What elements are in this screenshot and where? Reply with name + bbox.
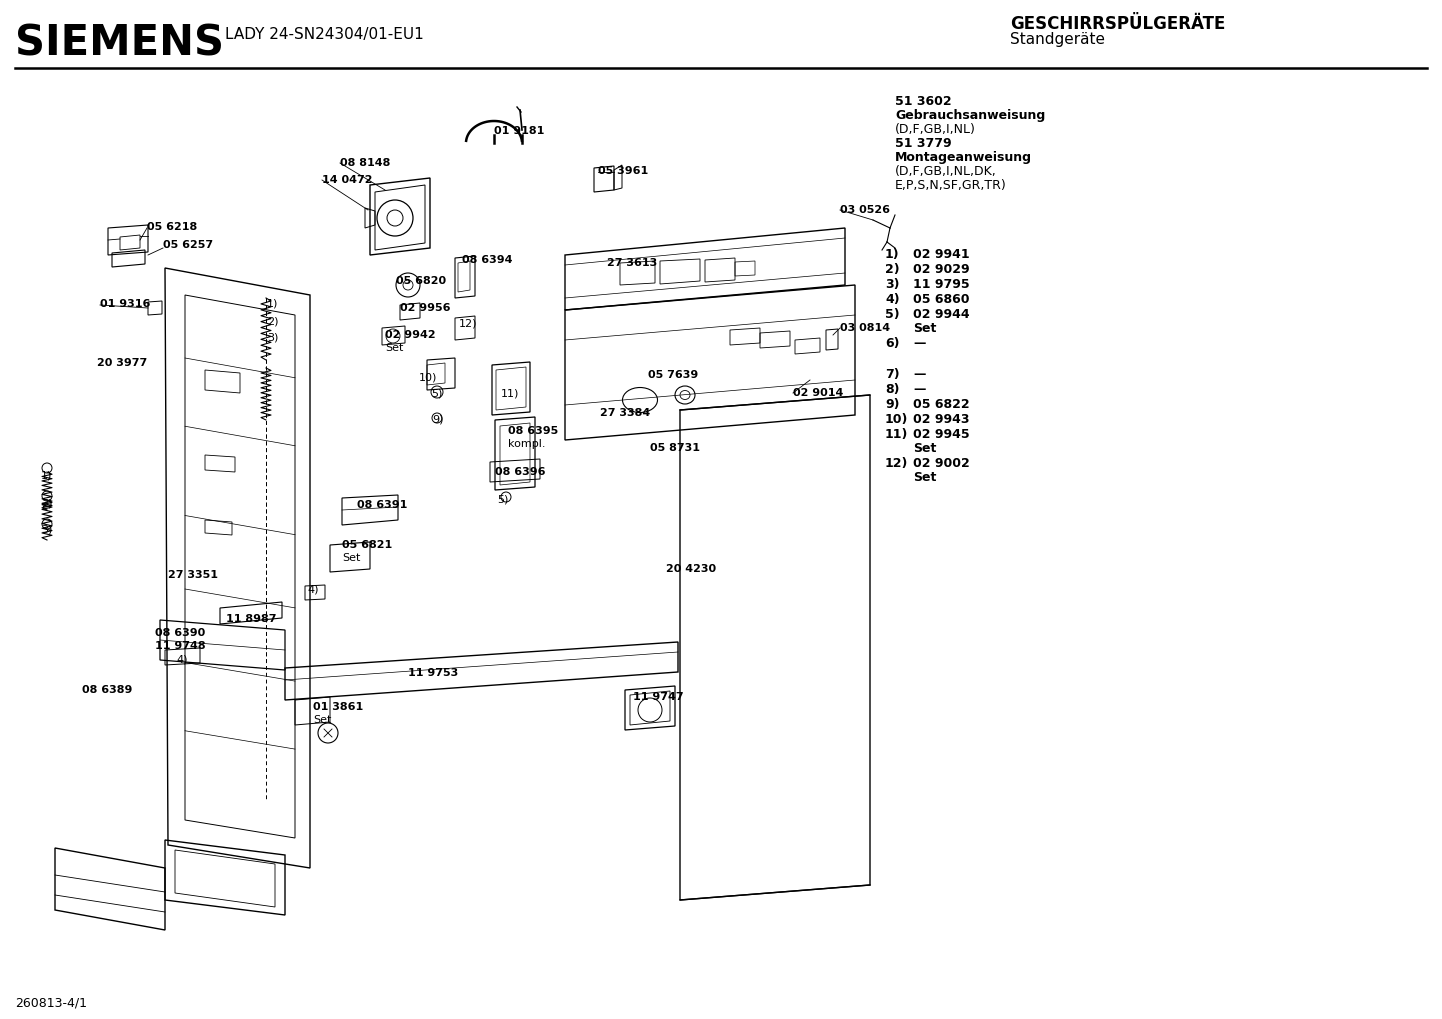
Text: 01 9316: 01 9316: [99, 299, 150, 309]
Text: 4): 4): [176, 654, 187, 664]
Text: 5): 5): [497, 495, 509, 505]
Text: 02 9945: 02 9945: [913, 428, 969, 441]
Text: 02 9029: 02 9029: [913, 263, 969, 276]
Text: 14 0472: 14 0472: [322, 175, 372, 185]
Text: 11 9795: 11 9795: [913, 278, 969, 291]
Text: 05 6822: 05 6822: [913, 398, 969, 411]
Text: 02 9002: 02 9002: [913, 457, 970, 470]
Text: 02 9944: 02 9944: [913, 308, 969, 321]
Text: 7): 7): [885, 368, 900, 381]
Text: 08 6395: 08 6395: [508, 426, 558, 436]
Text: 02 9956: 02 9956: [399, 303, 450, 313]
Text: 08 8148: 08 8148: [340, 158, 391, 168]
Text: 05 6860: 05 6860: [913, 293, 969, 306]
Text: 08 6396: 08 6396: [495, 467, 545, 477]
Text: 20 4230: 20 4230: [666, 564, 717, 574]
Text: 05 3961: 05 3961: [598, 166, 649, 176]
Text: —: —: [913, 368, 926, 381]
Text: 2): 2): [40, 498, 52, 508]
Text: 12): 12): [459, 319, 477, 329]
Text: 10): 10): [420, 372, 437, 382]
Text: 8): 8): [885, 383, 900, 396]
Text: 03 0814: 03 0814: [841, 323, 890, 333]
Text: 3): 3): [40, 524, 52, 534]
Text: 01 3861: 01 3861: [313, 702, 363, 712]
Text: 05 7639: 05 7639: [647, 370, 698, 380]
Text: E,P,S,N,SF,GR,TR): E,P,S,N,SF,GR,TR): [895, 179, 1007, 192]
Text: 11): 11): [885, 428, 908, 441]
Text: 03 0526: 03 0526: [841, 205, 890, 215]
Text: 2): 2): [267, 316, 278, 326]
Text: 05 6218: 05 6218: [147, 222, 198, 232]
Text: 6): 6): [885, 337, 900, 350]
Text: 01 9181: 01 9181: [495, 126, 545, 136]
Text: 05 6820: 05 6820: [397, 276, 446, 286]
Text: (D,F,GB,I,NL): (D,F,GB,I,NL): [895, 123, 976, 136]
Text: kompl.: kompl.: [508, 439, 545, 449]
Text: GESCHIRRSPÜLGERÄTE: GESCHIRRSPÜLGERÄTE: [1009, 15, 1226, 33]
Text: 05 6821: 05 6821: [342, 540, 392, 550]
Text: Set: Set: [913, 442, 936, 455]
Text: Set: Set: [913, 471, 936, 484]
Text: 08 6394: 08 6394: [461, 255, 512, 265]
Text: 02 9014: 02 9014: [793, 388, 844, 398]
Text: Set: Set: [385, 343, 404, 353]
Text: 08 6390: 08 6390: [154, 628, 205, 638]
Text: 1): 1): [885, 248, 900, 261]
Text: LADY 24-SN24304/01-EU1: LADY 24-SN24304/01-EU1: [225, 26, 424, 42]
Text: —: —: [913, 337, 926, 350]
Text: 05 8731: 05 8731: [650, 443, 699, 453]
Text: 27 3613: 27 3613: [607, 258, 658, 268]
Text: 20 3977: 20 3977: [97, 358, 147, 368]
Text: 11 9748: 11 9748: [154, 641, 206, 651]
Text: 4): 4): [885, 293, 900, 306]
Text: 11 8987: 11 8987: [226, 614, 277, 624]
Text: 12): 12): [885, 457, 908, 470]
Text: 11): 11): [500, 388, 519, 398]
Text: 51 3602: 51 3602: [895, 95, 952, 108]
Text: 5): 5): [431, 388, 443, 398]
Text: Standgeräte: Standgeräte: [1009, 32, 1105, 47]
Text: SIEMENS: SIEMENS: [14, 22, 224, 64]
Text: 11 9753: 11 9753: [408, 668, 459, 678]
Text: 11 9747: 11 9747: [633, 692, 684, 702]
Text: 1): 1): [40, 470, 52, 480]
Text: (D,F,GB,I,NL,DK,: (D,F,GB,I,NL,DK,: [895, 165, 996, 178]
Text: Set: Set: [313, 715, 332, 725]
Text: 08 6389: 08 6389: [82, 685, 133, 695]
Text: Set: Set: [342, 553, 360, 564]
Text: 51 3779: 51 3779: [895, 137, 952, 150]
Text: Set: Set: [913, 322, 936, 335]
Text: 3): 3): [267, 332, 278, 342]
Text: 27 3351: 27 3351: [169, 570, 218, 580]
Text: 1): 1): [267, 298, 278, 308]
Text: 10): 10): [885, 413, 908, 426]
Text: 05 6257: 05 6257: [163, 240, 213, 250]
Text: 4): 4): [307, 584, 319, 594]
Text: 9): 9): [885, 398, 900, 411]
Text: —: —: [913, 383, 926, 396]
Text: 3): 3): [885, 278, 900, 291]
Text: 02 9943: 02 9943: [913, 413, 969, 426]
Text: Montageanweisung: Montageanweisung: [895, 151, 1032, 164]
Text: 9): 9): [433, 415, 444, 425]
Text: 5): 5): [885, 308, 900, 321]
Text: Gebrauchsanweisung: Gebrauchsanweisung: [895, 109, 1045, 122]
Text: 260813-4/1: 260813-4/1: [14, 997, 87, 1010]
Text: 08 6391: 08 6391: [358, 500, 408, 510]
Text: 02 9942: 02 9942: [385, 330, 435, 340]
Text: 27 3384: 27 3384: [600, 408, 650, 418]
Text: 02 9941: 02 9941: [913, 248, 969, 261]
Text: 2): 2): [885, 263, 900, 276]
